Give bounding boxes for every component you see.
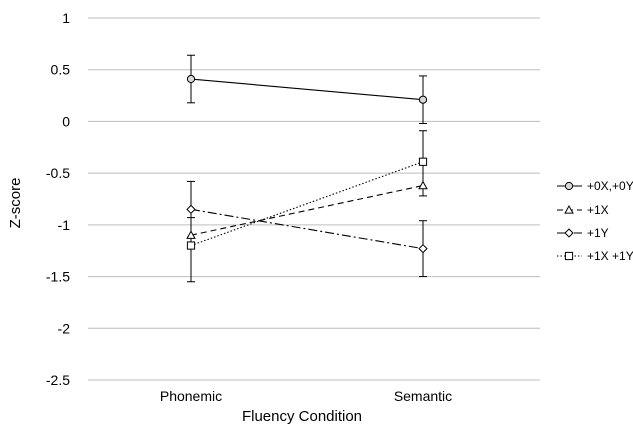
y-tick-label: -1.5 <box>46 269 70 285</box>
series-marker <box>418 157 428 166</box>
y-tick-label: 0.5 <box>51 62 71 78</box>
series-marker <box>186 74 196 84</box>
legend-entry: +0X,+0Y <box>587 179 633 193</box>
series-marker <box>186 241 196 250</box>
series-marker <box>418 95 428 104</box>
series-marker <box>186 230 196 239</box>
legend: +0X,+0Y +1X +1Y +1X +1Y <box>557 179 633 263</box>
y-tick-label: -2.5 <box>46 372 70 388</box>
legend-entry: +1X +1Y <box>587 249 633 263</box>
y-tick-label: 1 <box>62 10 70 26</box>
legend-entry: +1Y <box>587 226 609 240</box>
series-line <box>190 78 424 101</box>
series-marker <box>186 204 196 215</box>
y-tick-label: -2 <box>58 320 71 336</box>
x-tick-label: Semantic <box>394 388 452 404</box>
x-tick-label: Phonemic <box>160 388 222 404</box>
series-line <box>190 185 424 236</box>
series-marker <box>418 180 428 190</box>
x-tick-labels: Phonemic Semantic <box>160 388 452 404</box>
series-marker <box>564 251 574 261</box>
series-marker <box>418 243 428 254</box>
x-axis-title: Fluency Condition <box>242 408 362 424</box>
series-marker <box>564 205 574 214</box>
y-tick-label: -1 <box>58 217 71 233</box>
y-tick-labels: 1 0.5 0 -0.5 -1 -1.5 -2 -2.5 <box>46 10 70 388</box>
y-tick-label: -0.5 <box>46 165 70 181</box>
y-tick-label: 0 <box>62 113 70 129</box>
gridlines <box>88 17 540 381</box>
series-marker <box>564 228 574 238</box>
legend-entry: +1X <box>587 203 609 217</box>
series-marker <box>564 181 574 191</box>
y-axis-title: Z-score <box>7 178 24 229</box>
series-markers <box>186 74 428 254</box>
series-line <box>190 161 424 247</box>
series-lines <box>190 78 424 250</box>
series-line <box>190 208 424 250</box>
